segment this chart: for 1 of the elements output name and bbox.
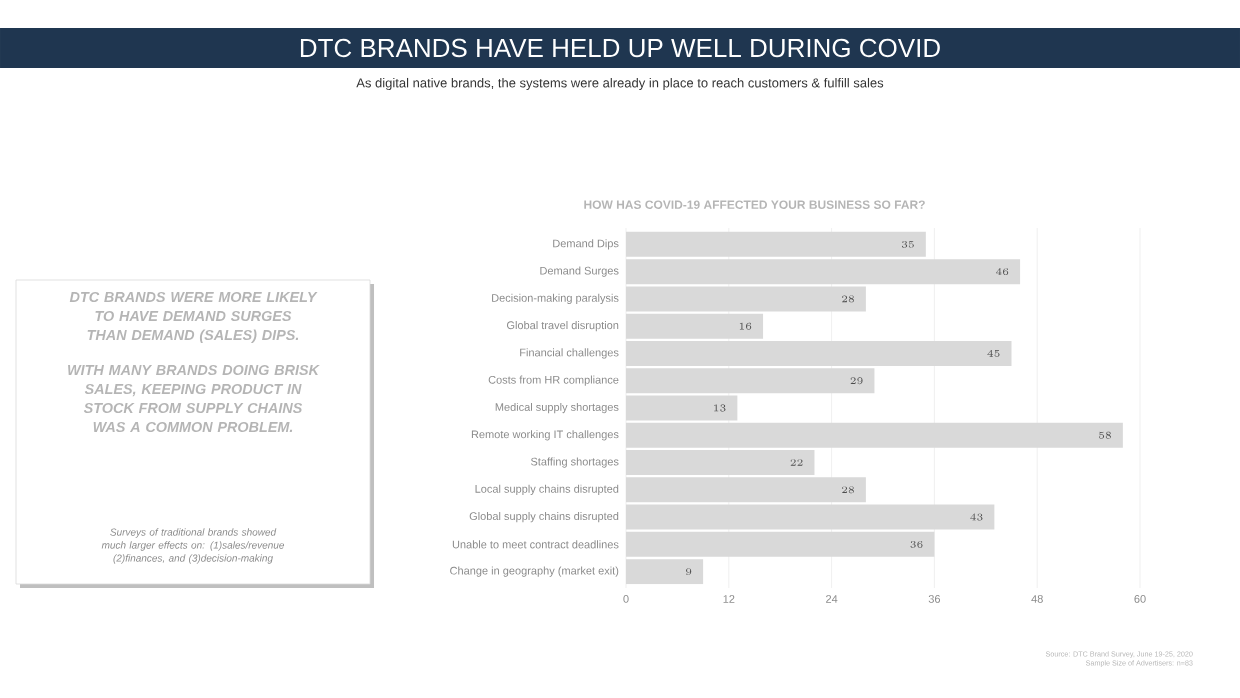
text: DTC BRANDS HAVE HELD UP WELL DURING COVID (300, 38, 940, 58)
